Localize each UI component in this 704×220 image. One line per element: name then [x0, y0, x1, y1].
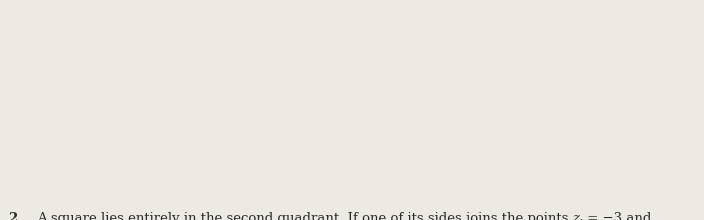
Text: = −3 and: = −3 and	[583, 212, 651, 220]
Text: ₁: ₁	[579, 216, 583, 220]
Text: A square lies entirely in the second quadrant. If one of its sides joins the poi: A square lies entirely in the second qua…	[37, 212, 572, 220]
Text: 2: 2	[8, 212, 18, 220]
Text: z: z	[572, 212, 579, 220]
